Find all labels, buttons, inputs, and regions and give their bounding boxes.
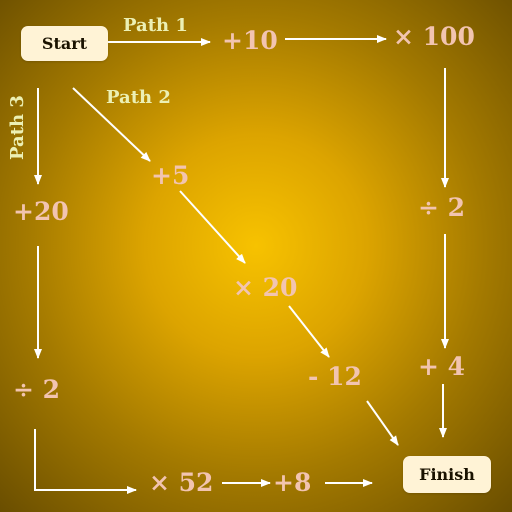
path1-step-times100: × 100 [393,22,475,51]
path3-step-times52: × 52 [149,468,214,497]
path1-label: Path 1 [123,15,188,36]
start-node: Start [21,26,108,61]
arrow-plus5-to-times20 [179,190,246,264]
path3-label: Path 3 [7,95,28,160]
path2-step-times20: × 20 [233,273,298,302]
path1-step-plus4: + 4 [418,352,466,381]
path3-step-plus8: +8 [273,468,312,497]
path3-step-plus20: +20 [13,197,69,226]
path1-step-plus10: +10 [222,26,278,55]
finish-node: Finish [403,456,491,493]
path2-step-plus5: +5 [151,161,190,190]
arrow-times20-to-minus12 [288,305,330,358]
arrow-div2-to-times52 [34,429,137,494]
path1-step-div2: ÷ 2 [418,193,466,222]
arrow-minus12-to-finish [366,400,399,446]
path3-step-div2: ÷ 2 [13,375,61,404]
path2-label: Path 2 [106,87,171,108]
path2-step-minus12: - 12 [308,362,362,391]
arrow-start-to-plus5 [72,87,151,162]
